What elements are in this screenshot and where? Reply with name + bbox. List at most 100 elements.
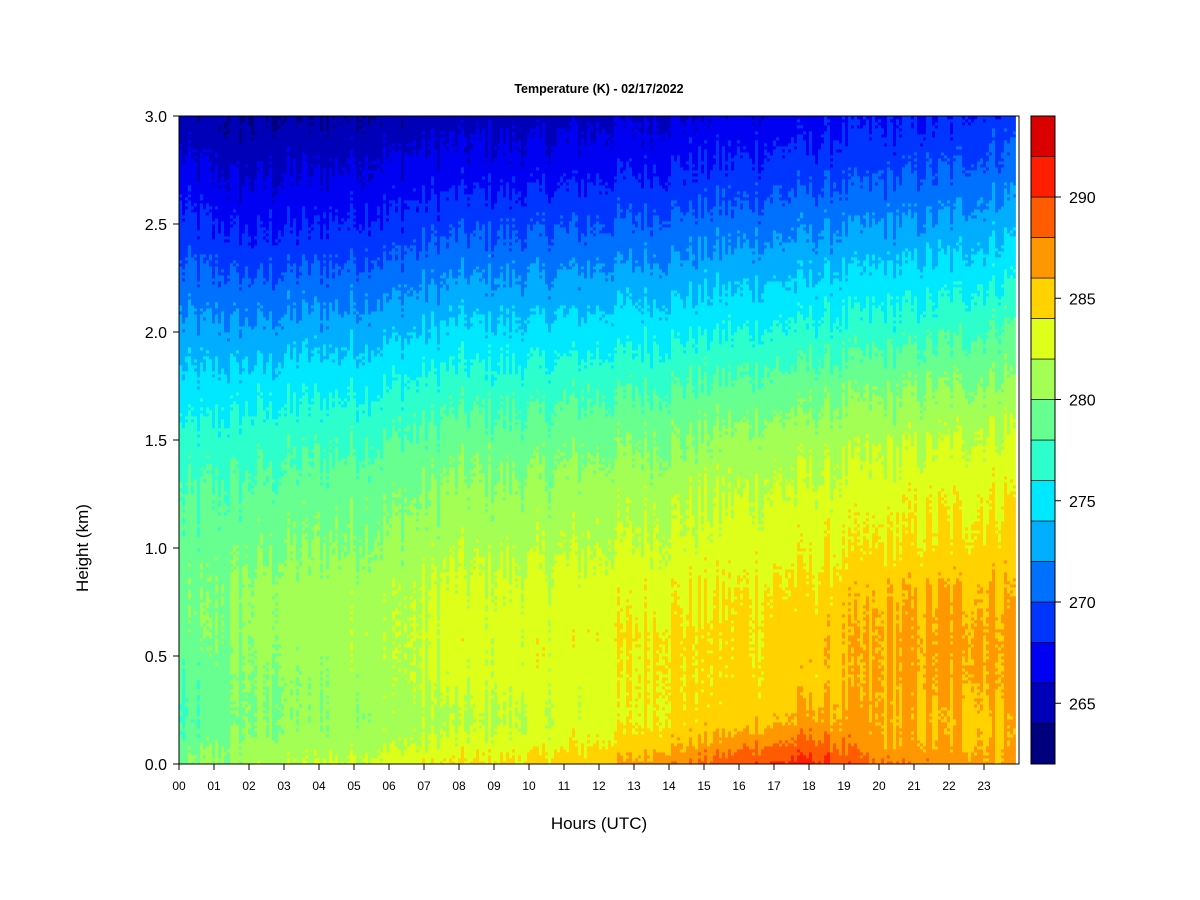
heatmap-cell <box>473 455 477 459</box>
heatmap-cell <box>350 749 354 765</box>
heatmap-cell <box>593 404 597 459</box>
heatmap-cell <box>563 227 567 267</box>
heatmap-cell <box>515 200 519 204</box>
heatmap-cell <box>218 374 222 378</box>
heatmap-cell <box>587 740 591 744</box>
heatmap-cell <box>482 566 486 570</box>
heatmap-cell <box>515 587 519 702</box>
heatmap-cell <box>239 752 243 756</box>
heatmap-cell <box>545 704 549 708</box>
heatmap-cell <box>566 116 570 132</box>
heatmap-cell <box>179 491 183 498</box>
heatmap-cell <box>245 548 249 555</box>
heatmap-cell <box>653 446 657 504</box>
heatmap-cell <box>383 599 387 603</box>
heatmap-cell <box>461 218 465 258</box>
heatmap-cell <box>275 284 279 327</box>
heatmap-cell <box>284 698 288 702</box>
heatmap-cell <box>392 188 396 201</box>
heatmap-cell <box>308 179 312 186</box>
heatmap-cell <box>473 566 477 570</box>
heatmap-cell <box>182 731 186 741</box>
heatmap-cell <box>206 611 210 621</box>
heatmap-cell <box>242 116 246 123</box>
heatmap-cell <box>239 515 243 522</box>
heatmap-cell <box>425 206 429 213</box>
heatmap-cell <box>254 680 258 684</box>
heatmap-cell <box>533 455 537 459</box>
heatmap-cell <box>221 584 225 594</box>
heatmap-cell <box>221 632 225 636</box>
heatmap-cell <box>317 116 321 156</box>
heatmap-cell <box>431 542 435 546</box>
heatmap-cell <box>257 761 261 765</box>
heatmap-cell <box>536 392 540 399</box>
heatmap-cell <box>194 311 198 315</box>
heatmap-cell <box>407 293 411 297</box>
heatmap-cell <box>329 449 333 453</box>
heatmap-cell <box>482 359 486 399</box>
heatmap-cell <box>530 356 534 396</box>
heatmap-cell <box>320 716 324 723</box>
heatmap-cell <box>434 230 438 234</box>
heatmap-cell <box>620 344 624 387</box>
heatmap-cell <box>401 308 405 312</box>
heatmap-cell <box>527 317 531 321</box>
heatmap-cell <box>368 716 372 720</box>
heatmap-cell <box>614 530 618 540</box>
heatmap-cell <box>665 353 669 396</box>
heatmap-cell <box>554 464 558 471</box>
heatmap-cell <box>644 203 648 243</box>
heatmap-cell <box>269 218 273 222</box>
heatmap-cell <box>356 275 360 279</box>
heatmap-cell <box>341 167 345 171</box>
heatmap-cell <box>617 290 621 339</box>
heatmap-cell <box>392 500 396 579</box>
heatmap-cell <box>239 512 243 516</box>
heatmap-cell <box>491 677 495 690</box>
heatmap-cell <box>332 128 336 177</box>
heatmap-cell <box>380 164 384 168</box>
heatmap-cell <box>416 386 420 390</box>
heatmap-cell <box>242 584 246 588</box>
heatmap-cell <box>272 479 276 483</box>
heatmap-cell <box>377 260 381 267</box>
heatmap-cell <box>254 695 258 714</box>
heatmap-cell <box>413 743 417 765</box>
heatmap-cell <box>218 275 222 282</box>
heatmap-cell <box>290 116 294 177</box>
heatmap-cell <box>404 746 408 750</box>
heatmap-cell <box>308 575 312 678</box>
heatmap-cell <box>500 407 504 462</box>
heatmap-cell <box>356 422 360 474</box>
heatmap-cell <box>494 599 498 603</box>
heatmap-cell <box>266 725 270 738</box>
heatmap-cell <box>197 230 201 237</box>
heatmap-cell <box>485 203 489 207</box>
heatmap-cell <box>197 437 201 444</box>
heatmap-cell <box>248 710 252 723</box>
heatmap-cell <box>200 578 204 588</box>
heatmap-cell <box>557 464 561 543</box>
heatmap-cell <box>278 653 282 657</box>
heatmap-cell <box>584 410 588 414</box>
heatmap-cell <box>665 545 669 552</box>
heatmap-cell <box>491 737 495 741</box>
heatmap-cell <box>284 173 288 225</box>
heatmap-cell <box>479 728 483 762</box>
heatmap-cell <box>314 296 318 336</box>
heatmap-cell <box>509 692 513 696</box>
heatmap-cell <box>320 656 324 660</box>
heatmap-cell <box>383 620 387 633</box>
heatmap-cell <box>560 134 564 177</box>
heatmap-cell <box>635 647 639 669</box>
heatmap-cell <box>491 251 495 255</box>
heatmap-cell <box>395 656 399 660</box>
heatmap-cell <box>377 215 381 219</box>
heatmap-cell <box>569 125 573 129</box>
heatmap-cell <box>554 563 558 750</box>
heatmap-cell <box>386 536 390 753</box>
heatmap-cell <box>368 314 372 324</box>
heatmap-cell <box>383 743 387 765</box>
heatmap-cell <box>584 242 588 246</box>
